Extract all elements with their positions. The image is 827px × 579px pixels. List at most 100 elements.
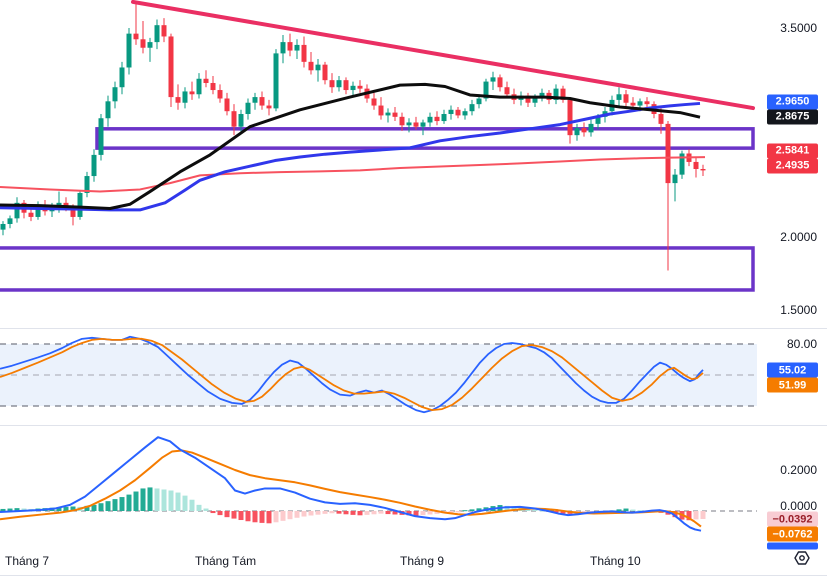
- price-value-badge: −0.0762: [767, 526, 818, 542]
- macd-hist-bar: [364, 511, 370, 515]
- candle-body: [112, 87, 118, 102]
- macd-hist-bar: [336, 511, 342, 514]
- macd-hist-bar: [623, 508, 629, 511]
- time-axis-label[interactable]: Tháng 10: [590, 554, 641, 568]
- candle-body: [210, 82, 216, 91]
- candle-body: [238, 114, 244, 127]
- macd-hist-bar: [133, 491, 139, 511]
- macd-hist-bar: [196, 504, 202, 511]
- macd-hist-bar: [420, 511, 426, 516]
- macd-hist-bar: [98, 503, 104, 511]
- candle-body: [0, 223, 6, 230]
- macd-hist-bar: [70, 506, 76, 511]
- candle-body: [490, 77, 496, 82]
- candle-body: [98, 118, 104, 155]
- macd-hist-bar: [294, 511, 300, 518]
- time-axis-label[interactable]: Tháng 9: [400, 554, 445, 568]
- candle-body: [168, 36, 174, 98]
- candle-body: [273, 53, 279, 109]
- macd-hist-bar: [672, 511, 678, 518]
- time-axis-label[interactable]: Tháng Tám: [195, 554, 257, 568]
- candle-body: [385, 112, 391, 116]
- macd-hist-bar: [637, 510, 643, 512]
- candle-body: [84, 176, 90, 193]
- candle-body: [679, 153, 685, 175]
- candle-body: [105, 101, 111, 119]
- candle-body: [504, 87, 510, 95]
- macd-hist-bar: [161, 489, 167, 511]
- macd-hist-bar: [539, 510, 545, 512]
- candle-body: [532, 97, 538, 103]
- price-value-badge: 55.02: [767, 362, 818, 378]
- candle-body: [476, 98, 482, 105]
- candle-body: [245, 102, 251, 115]
- macd-hist-bar: [700, 511, 706, 519]
- candle-body: [252, 97, 258, 103]
- price-zone-box: [0, 246, 755, 292]
- candle-body: [567, 99, 573, 136]
- price-axis-label: 2.0000: [780, 230, 817, 244]
- descending-trendline: [131, 0, 755, 111]
- candle-body: [266, 105, 272, 109]
- price-value-badge: −0.0392: [767, 511, 818, 527]
- candle-body: [658, 114, 664, 124]
- macd-hist-bar: [448, 511, 454, 513]
- ma-red-line: [0, 156, 706, 193]
- macd-hist-bar: [378, 511, 384, 514]
- macd-hist-bar: [210, 511, 216, 514]
- candle-body: [280, 42, 286, 54]
- candle-body: [70, 207, 76, 217]
- candle-body: [693, 161, 699, 169]
- candle-body: [581, 128, 587, 133]
- candle-body: [455, 109, 461, 116]
- macd-hist-bar: [532, 509, 538, 511]
- candle-body: [462, 111, 468, 116]
- macd-hist-bar: [434, 511, 440, 514]
- candle-body: [77, 192, 83, 217]
- macd-hist-bar: [0, 508, 6, 511]
- macd-hist-bar: [553, 511, 559, 513]
- macd-hist-bar: [63, 506, 69, 511]
- candle-body: [161, 25, 167, 37]
- macd-hist-bar: [413, 511, 419, 516]
- macd-hist-bar: [616, 509, 622, 511]
- macd-hist-bar: [693, 511, 699, 520]
- candle-body: [469, 104, 475, 112]
- macd-hist-bar: [560, 511, 566, 514]
- candle-body: [175, 97, 181, 103]
- candle-body: [665, 123, 671, 184]
- price-value-badge: 2.4935: [767, 158, 818, 173]
- macd-hist-bar: [385, 511, 391, 515]
- price-value-badge: 51.99: [767, 377, 818, 393]
- chart-logo-icon[interactable]: [793, 549, 811, 567]
- macd-hist-bar: [259, 511, 265, 523]
- candle-body: [231, 111, 237, 127]
- price-axis-label: 80.00: [786, 337, 817, 351]
- macd-main-line: [0, 436, 702, 532]
- candle-body: [119, 67, 125, 88]
- macd-hist-bar: [238, 511, 244, 521]
- macd-hist-bar: [427, 511, 433, 515]
- candle-body: [189, 91, 195, 95]
- price-axis-label: 3.5000: [780, 21, 817, 35]
- macd-hist-bar: [84, 505, 90, 511]
- macd-hist-bar: [371, 511, 377, 515]
- candle-body: [329, 80, 335, 88]
- price-value-badge: 2.8675: [767, 109, 818, 124]
- macd-hist-bar: [119, 497, 125, 511]
- candle-body: [196, 78, 202, 95]
- candle-body: [357, 85, 363, 89]
- candle-body: [315, 64, 321, 71]
- logo-hexagon: [794, 551, 810, 565]
- macd-hist-bar: [406, 511, 412, 516]
- macd-hist-bar: [252, 511, 258, 523]
- time-axis-label[interactable]: Tháng 7: [5, 554, 50, 568]
- candle-body: [448, 109, 454, 115]
- macd-hist-bar: [322, 511, 328, 514]
- candle-body: [406, 122, 412, 126]
- candle-body: [91, 154, 97, 177]
- candle-body: [14, 202, 20, 219]
- macd-hist-bar: [308, 511, 314, 516]
